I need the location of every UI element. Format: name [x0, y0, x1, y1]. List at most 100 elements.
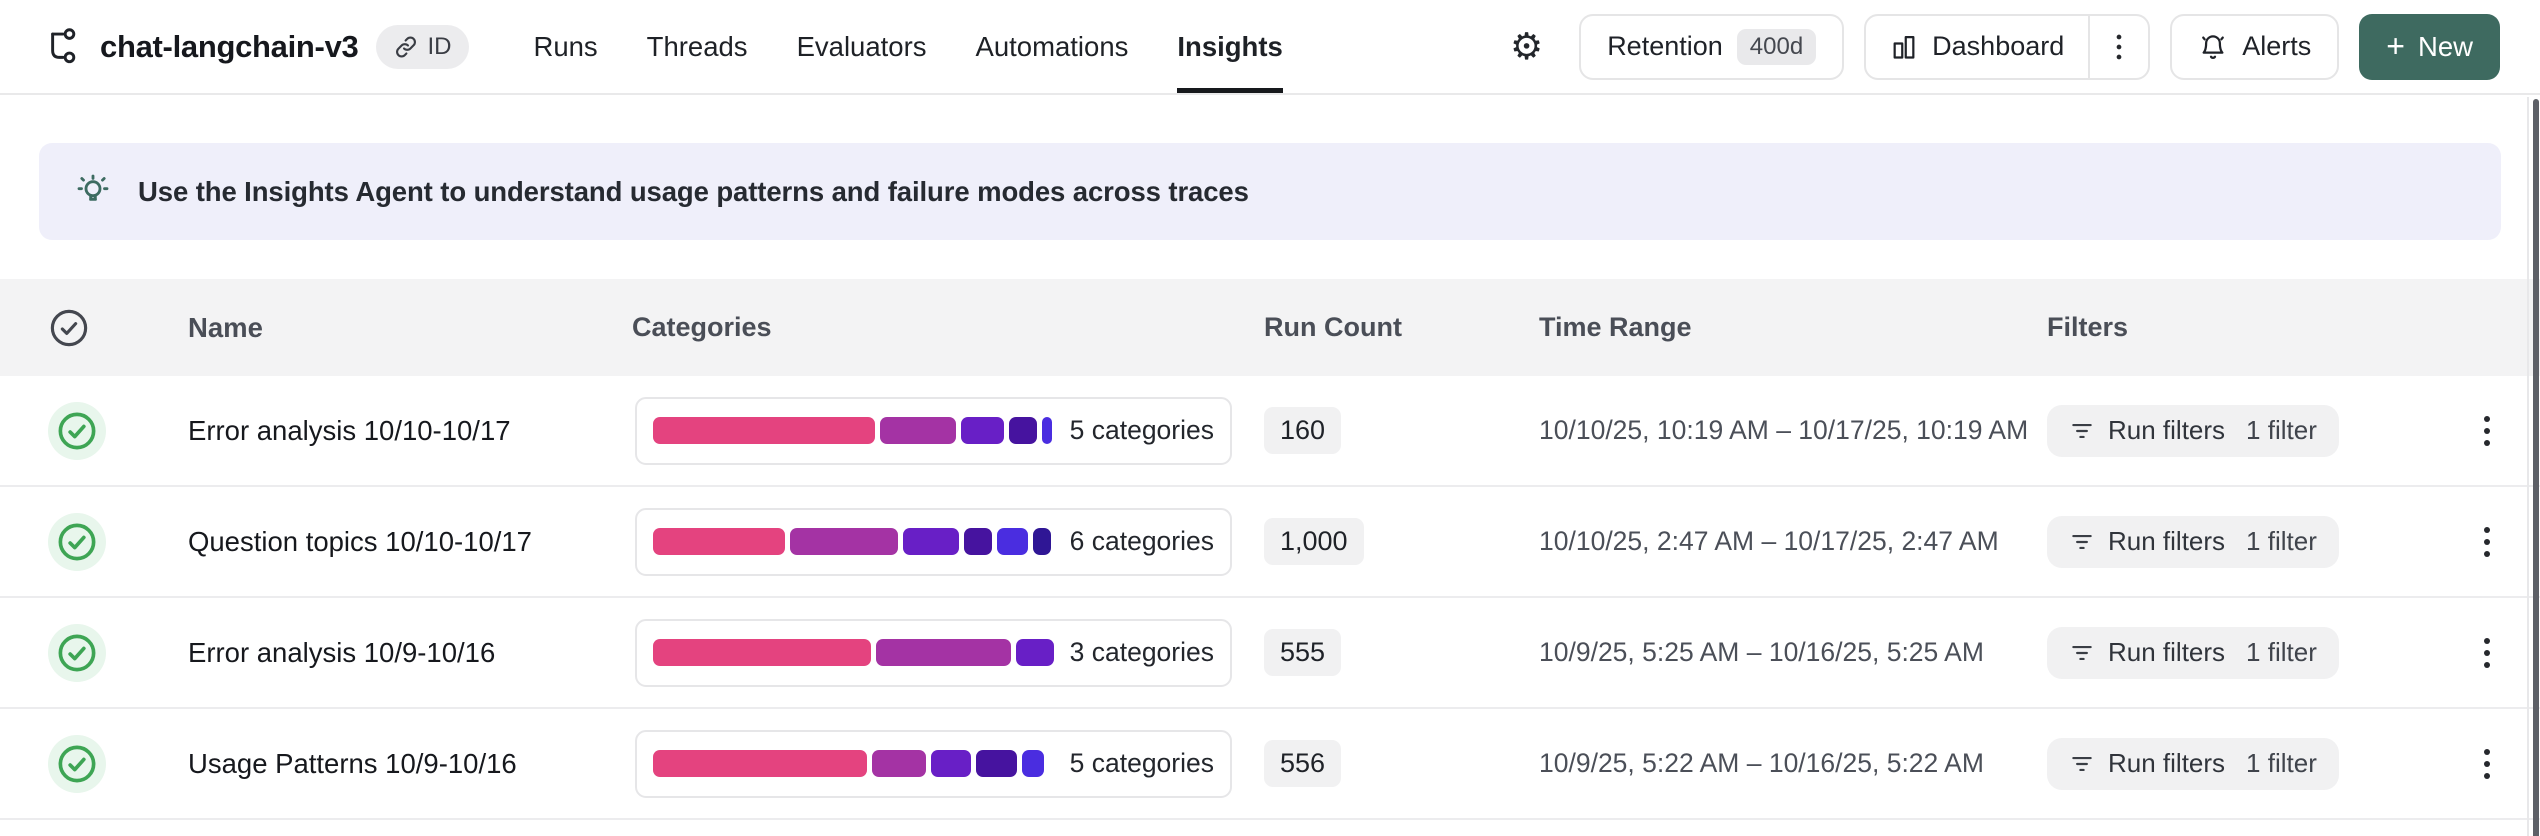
- table-row[interactable]: Error analysis 10/9-10/16 3 categories 5…: [0, 598, 2540, 709]
- tree-icon: [44, 27, 82, 66]
- category-segment: [931, 750, 972, 777]
- button-divider: [2088, 15, 2091, 78]
- run-filters-pill[interactable]: Run filters 1 filter: [2047, 626, 2339, 679]
- insights-agent-banner: Use the Insights Agent to understand usa…: [39, 143, 2501, 240]
- dashboard-more-menu-icon[interactable]: [2090, 16, 2148, 78]
- row-kebab-menu-icon[interactable]: [2475, 389, 2540, 472]
- insight-name[interactable]: Error analysis 10/9-10/16: [188, 636, 496, 668]
- column-header-categories[interactable]: Categories: [632, 312, 772, 342]
- alerts-button[interactable]: Alerts: [2170, 13, 2340, 80]
- filter-count-label: 1 filter: [2246, 637, 2317, 667]
- dashboard-label: Dashboard: [1932, 31, 2065, 61]
- row-kebab-menu-icon[interactable]: [2475, 500, 2540, 583]
- time-range-text: 10/9/25, 5:22 AM – 10/16/25, 5:22 AM: [1539, 748, 1984, 778]
- alerts-label: Alerts: [2242, 31, 2312, 61]
- category-segment: [1041, 417, 1053, 444]
- select-all-check-circle-icon[interactable]: [0, 307, 150, 349]
- project-tabs: Runs Threads Evaluators Automations Insi…: [533, 0, 1283, 93]
- run-count-badge: 555: [1264, 629, 1342, 676]
- run-count-badge: 160: [1264, 407, 1342, 454]
- table-row[interactable]: Error analysis 10/10-10/17 5 categories …: [0, 376, 2540, 487]
- categories-box[interactable]: 5 categories: [635, 396, 1232, 465]
- link-icon: [394, 35, 418, 59]
- category-segment: [1032, 528, 1051, 555]
- run-filters-label: Run filters: [2108, 415, 2226, 445]
- tab-threads[interactable]: Threads: [646, 30, 748, 62]
- time-range-text: 10/10/25, 10:19 AM – 10/17/25, 10:19 AM: [1539, 415, 2029, 445]
- categories-bar: [653, 528, 1054, 555]
- column-header-name[interactable]: Name: [188, 311, 263, 343]
- row-status-halo: [48, 734, 106, 793]
- row-kebab-menu-icon[interactable]: [2475, 722, 2540, 805]
- category-segment: [964, 528, 993, 555]
- category-segment: [653, 528, 786, 555]
- new-button[interactable]: + New: [2359, 13, 2500, 80]
- run-filters-label: Run filters: [2108, 526, 2226, 556]
- content-right-border: [2527, 97, 2529, 836]
- category-segment: [1022, 750, 1044, 777]
- tab-runs[interactable]: Runs: [533, 30, 598, 62]
- table-header-row: Name Categories Run Count Time Range Fil…: [0, 279, 2540, 376]
- page-title: chat-langchain-v3: [100, 28, 359, 64]
- tab-insights[interactable]: Insights: [1177, 0, 1283, 93]
- category-segment: [653, 750, 868, 777]
- categories-box[interactable]: 5 categories: [635, 729, 1232, 798]
- category-segment: [1015, 639, 1054, 666]
- table-row[interactable]: Question topics 10/10-10/17 6 categories…: [0, 487, 2540, 598]
- column-header-time-range[interactable]: Time Range: [1539, 312, 1692, 342]
- bar-chart-icon: [1890, 33, 1918, 61]
- column-header-filters[interactable]: Filters: [2047, 312, 2129, 342]
- time-range-text: 10/9/25, 5:25 AM – 10/16/25, 5:25 AM: [1539, 637, 1984, 667]
- tab-automations[interactable]: Automations: [975, 30, 1129, 62]
- table-row[interactable]: Usage Patterns 10/9-10/16 5 categories 5…: [0, 709, 2540, 820]
- insight-name[interactable]: Error analysis 10/10-10/17: [188, 414, 511, 446]
- tab-evaluators[interactable]: Evaluators: [796, 30, 927, 62]
- categories-box[interactable]: 3 categories: [635, 618, 1232, 687]
- gear-icon[interactable]: ⚙: [1510, 26, 1544, 67]
- column-header-run-count[interactable]: Run Count: [1264, 312, 1402, 342]
- retention-button[interactable]: Retention 400d: [1579, 13, 1845, 80]
- retention-label: Retention: [1607, 31, 1723, 61]
- categories-bar: [653, 750, 1054, 777]
- dashboard-button[interactable]: Dashboard: [1866, 16, 2088, 78]
- table-body: Error analysis 10/10-10/17 5 categories …: [0, 376, 2540, 820]
- insights-table: Name Categories Run Count Time Range Fil…: [0, 279, 2540, 820]
- run-filters-pill[interactable]: Run filters 1 filter: [2047, 404, 2339, 457]
- row-status-halo: [48, 512, 106, 571]
- retention-value-badge: 400d: [1736, 28, 1817, 65]
- lightbulb-icon: [73, 172, 113, 212]
- category-segment: [872, 750, 927, 777]
- category-segment: [790, 528, 899, 555]
- run-filters-label: Run filters: [2108, 637, 2226, 667]
- filter-count-label: 1 filter: [2246, 415, 2317, 445]
- filter-count-label: 1 filter: [2246, 526, 2317, 556]
- category-segment: [880, 417, 957, 444]
- category-segment: [653, 417, 876, 444]
- project-identity: chat-langchain-v3 ID: [44, 24, 470, 69]
- insight-name[interactable]: Question topics 10/10-10/17: [188, 525, 532, 557]
- category-segment: [997, 528, 1028, 555]
- category-segment: [1008, 417, 1037, 444]
- filter-lines-icon: [2069, 529, 2095, 555]
- success-check-circle-icon: [56, 632, 98, 674]
- success-check-circle-icon: [56, 410, 98, 452]
- categories-box[interactable]: 6 categories: [635, 507, 1232, 576]
- run-filters-label: Run filters: [2108, 748, 2226, 778]
- filter-lines-icon: [2069, 640, 2095, 666]
- filter-count-label: 1 filter: [2246, 748, 2317, 778]
- header-actions: ⚙ Retention 400d Dashboard: [1510, 13, 2500, 80]
- copy-id-badge[interactable]: ID: [376, 24, 470, 69]
- row-status-halo: [48, 401, 106, 460]
- vertical-scrollbar[interactable]: [2533, 99, 2539, 836]
- row-kebab-menu-icon[interactable]: [2475, 611, 2540, 694]
- id-badge-label: ID: [427, 32, 452, 60]
- categories-count-label: 5 categories: [1069, 748, 1214, 778]
- run-count-badge: 1,000: [1264, 518, 1364, 565]
- time-range-text: 10/10/25, 2:47 AM – 10/17/25, 2:47 AM: [1539, 526, 1999, 556]
- run-filters-pill[interactable]: Run filters 1 filter: [2047, 515, 2339, 568]
- success-check-circle-icon: [56, 521, 98, 563]
- categories-count-label: 5 categories: [1069, 415, 1214, 445]
- plus-icon: +: [2386, 28, 2405, 64]
- run-filters-pill[interactable]: Run filters 1 filter: [2047, 737, 2339, 790]
- insight-name[interactable]: Usage Patterns 10/9-10/16: [188, 747, 517, 779]
